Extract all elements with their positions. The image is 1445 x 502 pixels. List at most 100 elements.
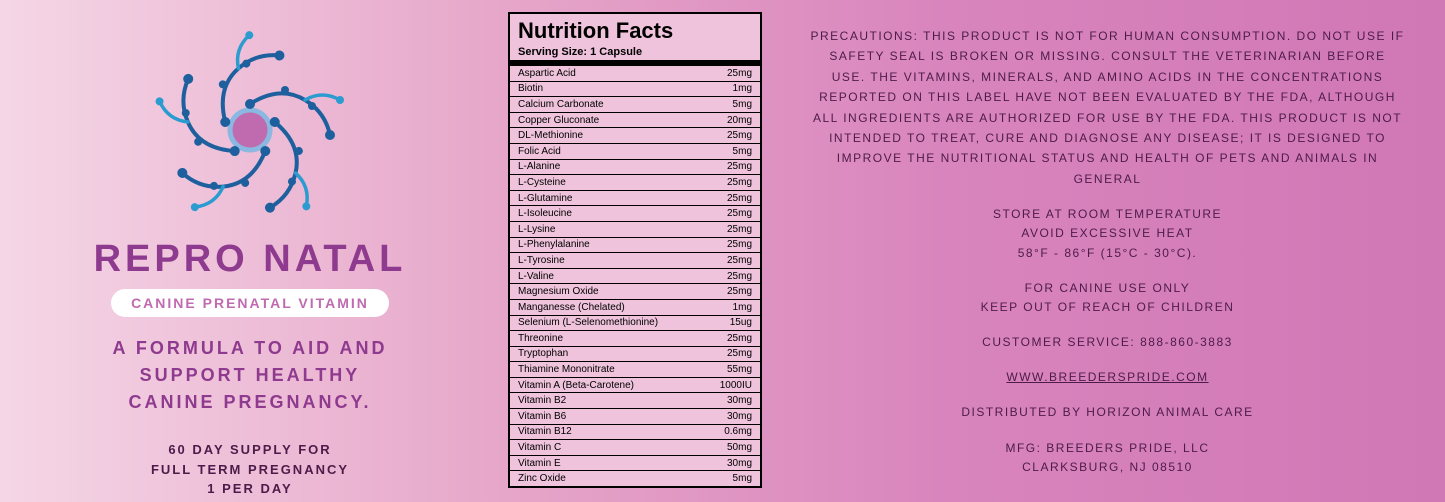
ingredient-name: Zinc Oxide — [518, 473, 566, 484]
subtitle-pill: CANINE PRENATAL VITAMIN — [111, 289, 389, 317]
ingredient-value: 0.6mg — [724, 426, 752, 437]
nutrition-row: Selenium (L-Selenomethionine) 15ug — [510, 316, 760, 332]
tagline-line: SUPPORT HEALTHY — [113, 362, 388, 389]
nutrition-row: L-Glutamine 25mg — [510, 191, 760, 207]
nutrition-row: Calcium Carbonate5mg — [510, 97, 760, 113]
ingredient-name: L-Tyrosine — [518, 255, 565, 266]
ingredient-value: 5mg — [733, 146, 752, 157]
storage-block: STORE AT ROOM TEMPERATURE AVOID EXCESSIV… — [810, 205, 1405, 263]
ingredient-name: Folic Acid — [518, 146, 561, 157]
nutrition-header: Nutrition Facts Serving Size: 1 Capsule — [510, 14, 760, 66]
ingredient-value: 25mg — [727, 130, 752, 141]
nutrition-row: Threonine25mg — [510, 331, 760, 347]
nutrition-row: Vitamin E 30mg — [510, 456, 760, 472]
nutrition-row: Vitamin A (Beta-Carotene) 1000IU — [510, 378, 760, 394]
nutrition-row: DL-Methionine25mg — [510, 128, 760, 144]
ingredient-name: Vitamin A (Beta-Carotene) — [518, 380, 634, 391]
tagline-line: A FORMULA TO AID AND — [113, 335, 388, 362]
nutrition-row: L-Cysteine25mg — [510, 175, 760, 191]
ingredient-name: Vitamin B12 — [518, 426, 572, 437]
nutrition-row: Vitamin C 50mg — [510, 440, 760, 456]
ingredient-value: 25mg — [727, 208, 752, 219]
ingredient-name: L-Glutamine — [518, 193, 572, 204]
ingredient-value: 15ug — [730, 317, 752, 328]
ingredient-value: 1mg — [733, 302, 752, 313]
ingredient-value: 30mg — [727, 395, 752, 406]
nutrition-row: L-Lysine 25mg — [510, 222, 760, 238]
ingredient-name: Manganesse (Chelated) — [518, 302, 625, 313]
supply-line: 1 PER DAY — [151, 479, 349, 499]
ingredient-value: 25mg — [727, 255, 752, 266]
tagline-line: CANINE PREGNANCY. — [113, 389, 388, 416]
ingredient-name: Tryptophan — [518, 348, 568, 359]
ingredient-name: Biotin — [518, 83, 543, 94]
storage-line: AVOID EXCESSIVE HEAT — [810, 224, 1405, 243]
ingredient-value: 25mg — [727, 193, 752, 204]
nutrition-row: Magnesium Oxide 25mg — [510, 284, 760, 300]
ingredient-value: 50mg — [727, 442, 752, 453]
nutrition-row: L-Phenylalanine 25mg — [510, 238, 760, 254]
ingredient-name: Vitamin B6 — [518, 411, 566, 422]
nutrition-row: Vitamin B12 0.6mg — [510, 425, 760, 441]
canine-line: KEEP OUT OF REACH OF CHILDREN — [810, 298, 1405, 317]
nutrition-row: Folic Acid 5mg — [510, 144, 760, 160]
left-panel: REPRO NATAL CANINE PRENATAL VITAMIN A FO… — [0, 0, 500, 502]
ingredient-name: L-Isoleucine — [518, 208, 572, 219]
supply-block: 60 DAY SUPPLY FOR FULL TERM PREGNANCY 1 … — [151, 440, 349, 499]
canine-line: FOR CANINE USE ONLY — [810, 279, 1405, 298]
website-link[interactable]: WWW.BREEDERSPRIDE.COM — [810, 368, 1405, 387]
right-panel: PRECAUTIONS: THIS PRODUCT IS NOT FOR HUM… — [770, 0, 1445, 502]
ingredient-value: 25mg — [727, 286, 752, 297]
nutrition-row: Manganesse (Chelated) 1mg — [510, 300, 760, 316]
precautions-text: PRECAUTIONS: THIS PRODUCT IS NOT FOR HUM… — [810, 26, 1405, 189]
nutrition-row: Zinc Oxide 5mg — [510, 471, 760, 486]
ingredient-value: 25mg — [727, 239, 752, 250]
nutrition-row: Thiamine Mononitrate55mg — [510, 362, 760, 378]
supply-line: FULL TERM PREGNANCY — [151, 460, 349, 480]
ingredient-value: 1000IU — [720, 380, 752, 391]
ingredient-name: L-Lysine — [518, 224, 555, 235]
ingredient-name: Threonine — [518, 333, 563, 344]
ingredient-value: 25mg — [727, 348, 752, 359]
ingredient-value: 1mg — [733, 83, 752, 94]
ingredient-value: 25mg — [727, 68, 752, 79]
ingredient-name: L-Phenylalanine — [518, 239, 590, 250]
ingredient-name: Copper Gluconate — [518, 115, 599, 126]
nutrition-panel: Nutrition Facts Serving Size: 1 Capsule … — [500, 0, 770, 502]
canine-block: FOR CANINE USE ONLY KEEP OUT OF REACH OF… — [810, 279, 1405, 317]
serving-size: Serving Size: 1 Capsule — [518, 46, 752, 58]
ingredient-value: 25mg — [727, 224, 752, 235]
ingredient-name: Selenium (L-Selenomethionine) — [518, 317, 658, 328]
product-name: REPRO NATAL — [94, 238, 407, 281]
mfg-block: MFG: BREEDERS PRIDE, LLC CLARKSBURG, NJ … — [810, 439, 1405, 477]
nutrition-title: Nutrition Facts — [518, 18, 752, 44]
supply-line: 60 DAY SUPPLY FOR — [151, 440, 349, 460]
ingredient-name: Vitamin E — [518, 458, 561, 469]
nutrition-rows: Aspartic Acid 25mg Biotin 1mg Calcium Carbon… — [510, 66, 760, 486]
nutrition-row: Aspartic Acid 25mg — [510, 66, 760, 82]
ingredient-value: 5mg — [733, 473, 752, 484]
ingredient-value: 55mg — [727, 364, 752, 375]
ingredient-name: L-Valine — [518, 271, 554, 282]
ingredient-name: Calcium Carbonate — [518, 99, 604, 110]
nutrition-row: L-Isoleucine 25mg — [510, 206, 760, 222]
ingredient-name: Magnesium Oxide — [518, 286, 599, 297]
ingredient-name: Vitamin B2 — [518, 395, 566, 406]
storage-line: 58°F - 86°F (15°C - 30°C). — [810, 244, 1405, 263]
distributor: DISTRIBUTED BY HORIZON ANIMAL CARE — [810, 403, 1405, 422]
ingredient-name: Aspartic Acid — [518, 68, 576, 79]
ingredient-value: 30mg — [727, 458, 752, 469]
ingredient-name: L-Alanine — [518, 161, 560, 172]
mfg-line: MFG: BREEDERS PRIDE, LLC — [810, 439, 1405, 458]
ingredient-value: 30mg — [727, 411, 752, 422]
nutrition-row: L-Tyrosine 25mg — [510, 253, 760, 269]
ingredient-value: 25mg — [727, 161, 752, 172]
nutrition-row: L-Alanine 25mg — [510, 160, 760, 176]
ingredient-name: Vitamin C — [518, 442, 561, 453]
tagline: A FORMULA TO AID AND SUPPORT HEALTHY CAN… — [113, 335, 388, 416]
customer-service: CUSTOMER SERVICE: 888-860-3883 — [810, 333, 1405, 352]
nutrition-row: Copper Gluconate20mg — [510, 113, 760, 129]
nutrition-row: Tryptophan 25mg — [510, 347, 760, 363]
nutrition-row: Biotin 1mg — [510, 82, 760, 98]
nutrition-row: L-Valine25mg — [510, 269, 760, 285]
